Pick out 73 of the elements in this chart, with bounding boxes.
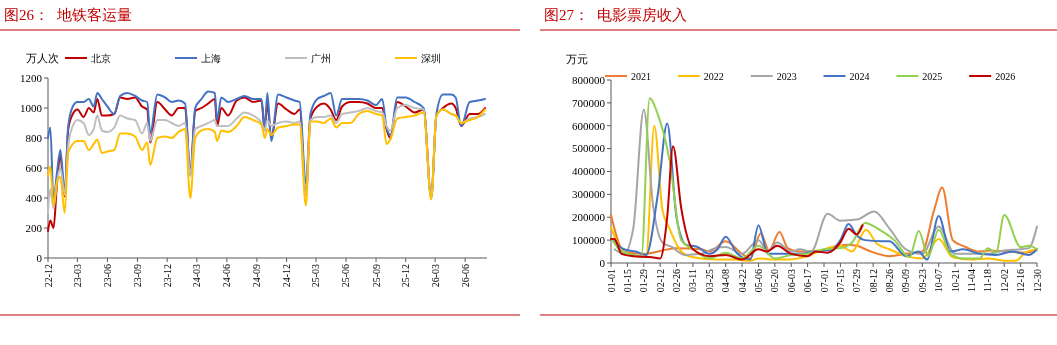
x-tick-label: 26-06	[459, 264, 471, 288]
y-tick-label: 0	[36, 251, 43, 264]
x-tick-label: 23-12	[161, 264, 173, 288]
x-tick-label: 07-15	[834, 269, 846, 293]
x-tick-label: 23-09	[131, 264, 143, 288]
legend-label: 广州	[311, 52, 331, 64]
y-tick-label: 600	[25, 161, 43, 174]
x-tick-label: 10-07	[933, 269, 945, 293]
x-tick-label: 11-18	[982, 269, 994, 292]
x-tick-label: 03-25	[703, 269, 715, 293]
y-tick-label: 200	[25, 221, 43, 234]
x-tick-label: 04-08	[720, 269, 732, 293]
x-tick-label: 01-01	[605, 269, 617, 293]
x-tick-label: 25-03	[310, 264, 322, 288]
legend-label: 2025	[922, 70, 943, 82]
x-tick-label: 24-06	[221, 264, 233, 288]
x-tick-label: 06-03	[785, 269, 797, 293]
x-tick-label: 08-26	[884, 269, 896, 293]
x-tick-label: 24-03	[191, 264, 203, 288]
y-tick-label: 700000	[572, 96, 606, 109]
y-tick-label: 100000	[572, 233, 606, 246]
chart-title: 图26： 地铁客运量	[4, 7, 132, 23]
chart-title: 图27： 电影票房收入	[544, 7, 687, 23]
legend-label: 北京	[91, 52, 111, 64]
y-tick-label: 200000	[572, 211, 606, 224]
x-tick-label: 01-29	[638, 269, 650, 293]
x-tick-label: 09-09	[900, 269, 912, 293]
y-tick-label: 0	[599, 256, 606, 269]
legend-label: 深圳	[421, 52, 441, 64]
x-tick-label: 25-06	[340, 264, 352, 288]
y-tick-label: 400	[25, 191, 43, 204]
x-tick-label: 12-16	[1015, 269, 1027, 293]
y-tick-label: 400000	[572, 165, 606, 178]
x-tick-label: 01-15	[621, 269, 633, 293]
x-tick-label: 05-06	[752, 269, 764, 293]
x-tick-label: 02-12	[654, 269, 666, 293]
legend-label: 2021	[631, 70, 651, 82]
legend-label: 2023	[776, 70, 797, 82]
x-tick-label: 04-22	[736, 269, 748, 293]
legend-label: 2022	[703, 70, 724, 82]
y-tick-label: 800000	[572, 73, 606, 86]
y-tick-label: 1200	[20, 71, 43, 84]
x-tick-label: 24-12	[281, 264, 293, 288]
legend-label: 2026	[995, 70, 1016, 82]
x-tick-label: 11-04	[965, 269, 977, 292]
x-tick-label: 24-09	[251, 264, 263, 288]
x-tick-label: 10-21	[949, 269, 961, 293]
x-tick-label: 25-12	[400, 264, 412, 288]
x-tick-label: 05-20	[769, 269, 781, 293]
x-tick-label: 26-03	[429, 264, 441, 288]
x-tick-label: 07-01	[818, 269, 830, 293]
y-tick-label: 800	[25, 131, 43, 144]
x-tick-label: 12-02	[998, 269, 1010, 293]
legend-label: 2024	[849, 70, 870, 82]
x-tick-label: 09-23	[916, 269, 928, 293]
line-series	[610, 145, 864, 261]
y-axis-title: 万人次	[26, 52, 59, 64]
legend-label: 上海	[201, 52, 221, 64]
y-tick-label: 500000	[572, 142, 606, 155]
x-tick-label: 02-26	[671, 269, 683, 293]
x-tick-label: 22-12	[42, 264, 54, 288]
x-tick-label: 12-30	[1031, 269, 1043, 293]
x-tick-label: 23-03	[71, 264, 83, 288]
x-tick-label: 06-17	[802, 269, 814, 293]
x-tick-label: 03-11	[687, 269, 699, 292]
x-tick-label: 08-12	[867, 269, 879, 293]
x-tick-label: 25-09	[370, 264, 382, 288]
x-tick-label: 07-29	[851, 269, 863, 293]
y-tick-label: 600000	[572, 119, 606, 132]
x-tick-label: 23-06	[101, 264, 113, 288]
y-tick-label: 300000	[572, 188, 606, 201]
y-tick-label: 1000	[20, 101, 43, 114]
y-axis-title: 万元	[566, 53, 588, 65]
